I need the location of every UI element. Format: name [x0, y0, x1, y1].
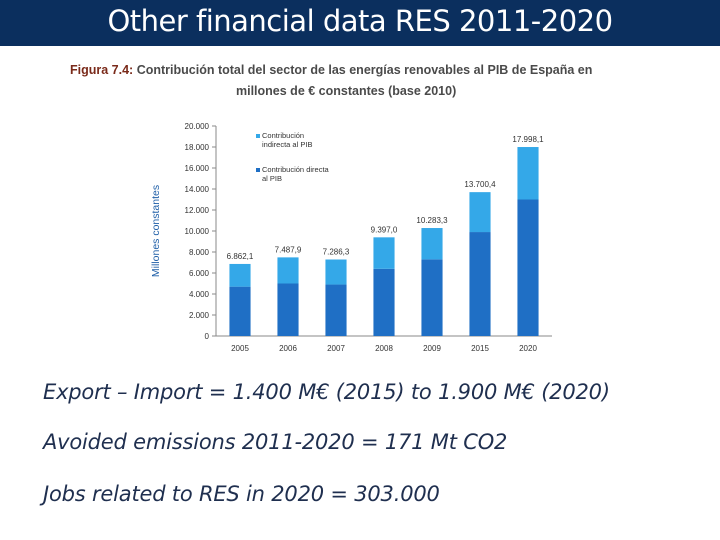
bar-segment-indirect — [469, 192, 491, 233]
bar-segment-indirect — [277, 257, 299, 284]
bar-segment-indirect — [373, 237, 395, 269]
x-tick-label: 2020 — [519, 344, 537, 353]
legend-label-line-1: Contribución — [262, 131, 304, 140]
y-tick-label: 6.000 — [189, 269, 210, 278]
bar-segment-indirect — [325, 259, 347, 285]
y-axis-title: Millones constantes — [150, 185, 162, 277]
total-value-label: 7.487,9 — [275, 245, 302, 254]
figure-label: Figura 7.4: — [70, 63, 134, 77]
y-tick-label: 2.000 — [189, 311, 210, 320]
bar-segment-indirect — [421, 228, 443, 260]
figure-caption-line-2: millones de € constantes (base 2010) — [236, 84, 457, 98]
bar-segment-direct — [373, 268, 395, 336]
x-tick-label: 2007 — [327, 344, 345, 353]
stacked-bar-chart: 0 2.000 4.000 6.000 8.000 10.000 12.000 14.000 1… — [150, 122, 552, 353]
total-value-label: 13.700,4 — [464, 180, 496, 189]
legend-label-line-2: indirecta al PIB — [262, 140, 312, 149]
total-value-label: 9.397,0 — [371, 225, 398, 234]
total-value-label: 17.998,1 — [512, 135, 544, 144]
legend-swatch — [256, 168, 260, 172]
legend-swatch — [256, 134, 260, 138]
avoided-emissions-statement: Avoided emissions 2011-2020 = 171 Mt CO2 — [43, 430, 508, 454]
x-tick-label: 2015 — [471, 344, 489, 353]
y-tick-label: 12.000 — [185, 206, 210, 215]
total-value-label: 7.286,3 — [323, 247, 350, 256]
bar-segment-direct — [325, 284, 347, 336]
y-tick-label: 4.000 — [189, 290, 210, 299]
export-import-statement: Export – Import = 1.400 M€ (2015) to 1.9… — [43, 380, 610, 404]
x-tick-label: 2008 — [375, 344, 393, 353]
y-tick-label: 16.000 — [185, 164, 210, 173]
total-value-label: 10.283,3 — [416, 216, 448, 225]
slide-title: Other financial data RES 2011-2020 — [107, 4, 613, 38]
bar-segment-direct — [277, 283, 299, 336]
y-tick-label: 8.000 — [189, 248, 210, 257]
bar-segment-indirect — [229, 263, 251, 287]
bar-segment-direct — [517, 199, 539, 336]
y-tick-label: 18.000 — [185, 143, 210, 152]
figure-caption-text-1: Contribución total del sector de las ene… — [136, 63, 593, 77]
figure-caption-line-1: Figura 7.4: Contribución total del secto… — [70, 60, 670, 81]
bar-segment-direct — [229, 286, 251, 336]
legend-label-line-1: Contribución directa — [262, 165, 330, 174]
x-tick-label: 2005 — [231, 344, 249, 353]
bar-segment-direct — [421, 259, 443, 336]
figure-caption: Figura 7.4: Contribución total del secto… — [70, 60, 670, 102]
bar-segment-direct — [469, 232, 491, 336]
y-tick-label: 10.000 — [185, 227, 210, 236]
y-tick-label: 14.000 — [185, 185, 210, 194]
y-tick-label: 20.000 — [185, 122, 210, 131]
title-bar — [0, 0, 720, 46]
legend-label-line-2: al PIB — [262, 174, 282, 183]
bar-segment-indirect — [517, 147, 539, 200]
y-tick-label: 0 — [205, 332, 210, 341]
x-tick-label: 2009 — [423, 344, 441, 353]
x-tick-label: 2006 — [279, 344, 297, 353]
jobs-statement: Jobs related to RES in 2020 = 303.000 — [43, 482, 440, 506]
total-value-label: 6.862,1 — [227, 252, 254, 261]
